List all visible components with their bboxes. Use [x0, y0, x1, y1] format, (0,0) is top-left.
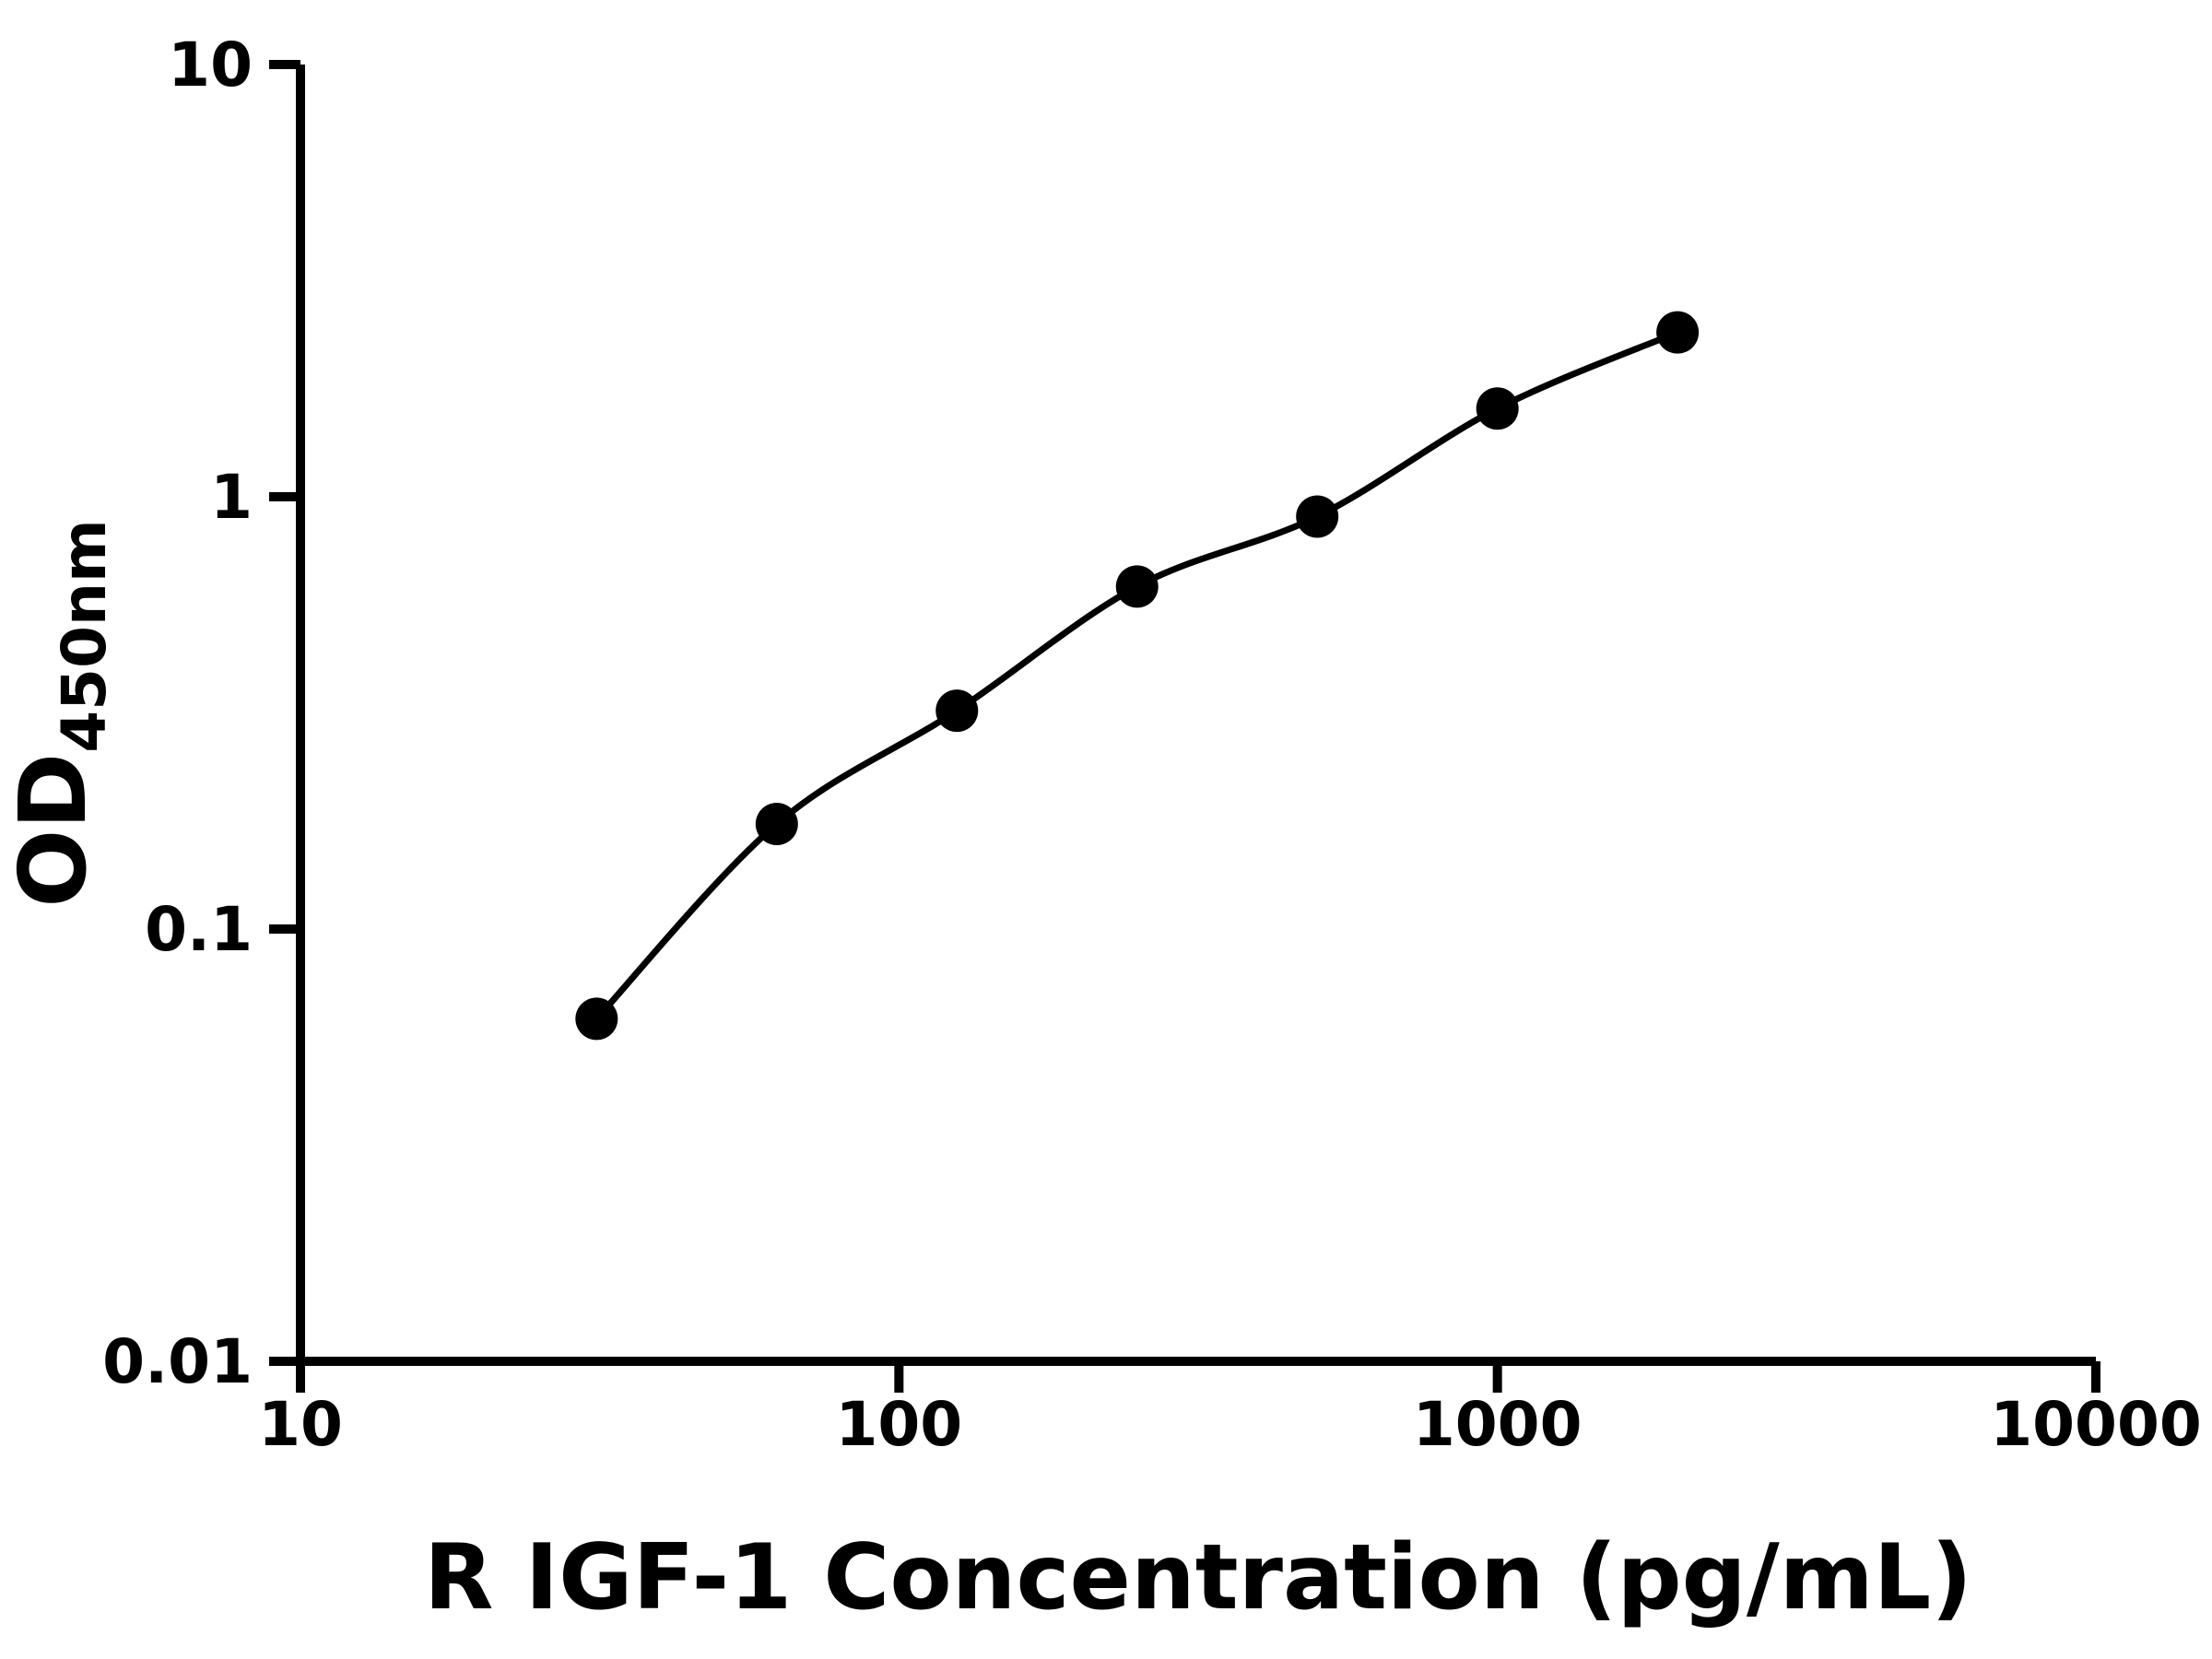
- y-axis-label-subscript: 450nm: [49, 519, 120, 753]
- x-tick-label: 1000: [1413, 1389, 1583, 1460]
- data-point: [755, 803, 798, 846]
- data-point: [1476, 387, 1519, 430]
- data-points: [575, 311, 1700, 1041]
- data-point: [935, 689, 979, 733]
- fit-curve-path: [593, 329, 1681, 1022]
- y-axis-label-base: OD: [0, 753, 107, 908]
- tick-marks: [269, 60, 2100, 1393]
- x-tick-label: 10000: [1990, 1389, 2202, 1460]
- x-tick-label: 100: [835, 1389, 962, 1460]
- y-axis-label: OD450nm: [0, 519, 120, 908]
- data-point: [1296, 495, 1339, 538]
- fit-curve: [593, 329, 1681, 1022]
- x-tick-label: 10: [258, 1389, 343, 1460]
- data-point: [1656, 311, 1700, 354]
- axes: [296, 65, 2096, 1366]
- y-tick-label: 1: [210, 462, 253, 533]
- y-tick-label: 0.1: [145, 894, 253, 965]
- x-axis-label: R IGF-1 Concentration (pg/mL): [424, 1525, 1972, 1630]
- tick-labels: 10 100 1000 10000 0.01 0.1 1 10: [102, 29, 2202, 1460]
- y-tick-label: 10: [168, 29, 253, 100]
- data-point: [575, 997, 618, 1041]
- data-point: [1115, 565, 1159, 608]
- y-tick-label: 0.01: [102, 1326, 253, 1397]
- axis-spines: [296, 65, 2096, 1366]
